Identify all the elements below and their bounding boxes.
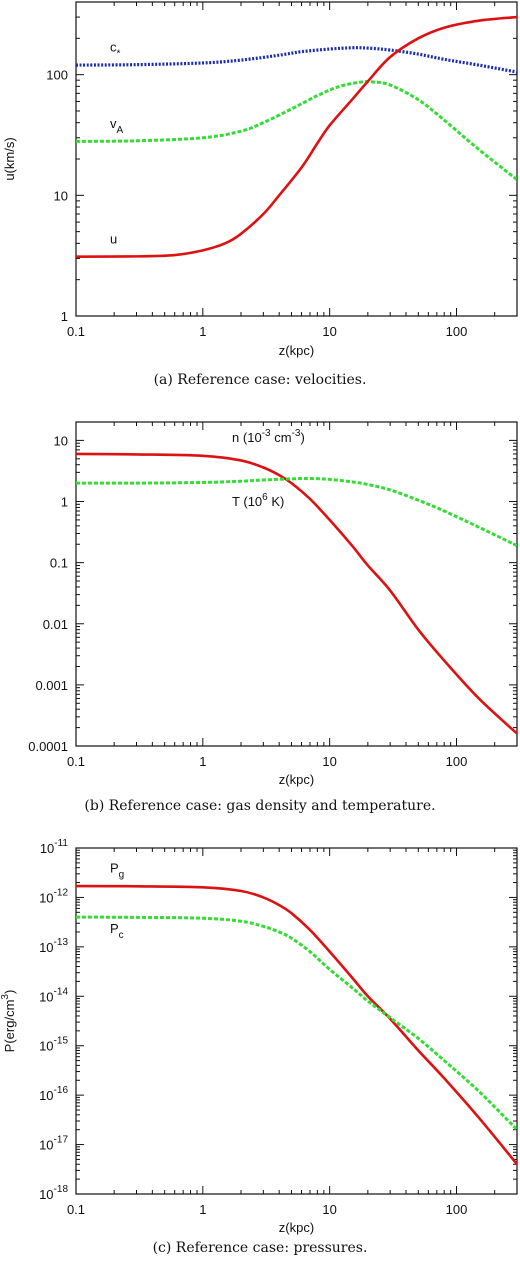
series-label-t-106-k-: T (106 K): [232, 492, 284, 509]
series-line-n-10-3-cm-3-: [76, 452, 517, 735]
x-axis-label: z(kpc): [279, 343, 314, 358]
series-line-va: [76, 79, 517, 181]
y-tick-label: 1: [61, 309, 68, 324]
series-line-pg: [76, 884, 517, 1166]
plot-frame: [75, 1, 518, 317]
series-label-u: u: [110, 231, 117, 246]
x-axis-label: z(kpc): [279, 772, 314, 787]
y-tick-label: 10-11: [40, 838, 69, 856]
series-label-pg: Pg: [110, 860, 124, 880]
x-tick-label: 1: [199, 324, 206, 339]
series-line-t-106-k-: [76, 476, 517, 547]
series-line-c-: [76, 46, 517, 74]
x-tick-label: 0.1: [67, 324, 85, 339]
series-line-pc: [76, 915, 517, 1131]
x-tick-label: 10: [322, 754, 336, 769]
x-tick-label: 0.1: [67, 1202, 85, 1217]
y-tick-label: 0.01: [43, 617, 68, 632]
x-tick-label: 100: [446, 1202, 468, 1217]
y-tick-label: 10-15: [39, 1036, 68, 1054]
x-tick-label: 100: [446, 324, 468, 339]
y-tick-label: 10-16: [39, 1085, 68, 1103]
x-tick-label: 10: [322, 1202, 336, 1217]
panel-density-temperature: 0.1 1 10 100 0.0001 0.001 0.01 0.1 1 10 z(kpc) n (1…: [0, 420, 520, 820]
y-tick-label: 10-13: [39, 937, 68, 955]
y-tick-label: 1: [61, 495, 68, 510]
caption-velocities: (a) Reference case: velocities.: [153, 372, 367, 388]
x-tick-label: 1: [199, 754, 206, 769]
y-tick-label: 10-12: [39, 887, 68, 905]
series-label-n-10-3-cm-3-: n (10-3 cm-3): [232, 428, 305, 445]
y-tick-label: 0.1: [50, 556, 68, 571]
series-label-pc: Pc: [110, 921, 124, 941]
x-tick-label: 10: [322, 324, 336, 339]
x-tick-label: 0.1: [67, 754, 85, 769]
plot-frame: [75, 847, 518, 1195]
caption-pressures: (c) Reference case: pressures.: [152, 1240, 368, 1256]
x-axis-label: z(kpc): [279, 1220, 314, 1235]
chart-density-temperature: 0.1 1 10 100 0.0001 0.001 0.01 0.1 1 10 z(kpc) n (1…: [28, 421, 518, 787]
y-axis-label: P(erg/cm3): [0, 990, 17, 1053]
chart-pressures: 0.1 1 10 100 10-18 10-17 10-16 10-15 10-14 10-13 1…: [0, 838, 518, 1235]
y-tick-label: 10: [54, 433, 68, 448]
plot-frame: [75, 421, 518, 747]
series-label-va: vA: [110, 116, 124, 136]
panel-velocities: 0.1 1 10 100 1 10 100 z(kpc) u(km/s) c* vA u (a) Re…: [0, 0, 520, 400]
y-tick-label: 100: [46, 68, 68, 83]
x-tick-label: 1: [199, 1202, 206, 1217]
y-tick-label: 10-17: [39, 1135, 68, 1153]
series-label-c-: c*: [110, 40, 121, 60]
y-tick-label: 10-18: [39, 1184, 68, 1202]
y-tick-label: 0.001: [35, 678, 68, 693]
x-tick-label: 100: [446, 754, 468, 769]
y-axis-label: u(km/s): [2, 137, 17, 180]
y-tick-label: 10: [54, 188, 68, 203]
series-line-u: [76, 15, 517, 259]
caption-density-temperature: (b) Reference case: gas density and temp…: [84, 798, 436, 814]
y-tick-label: 0.0001: [28, 739, 68, 754]
y-tick-label: 10-14: [39, 986, 68, 1004]
panel-pressures: 0.1 1 10 100 10-18 10-17 10-16 10-15 10-14 10-13 1…: [0, 838, 520, 1265]
